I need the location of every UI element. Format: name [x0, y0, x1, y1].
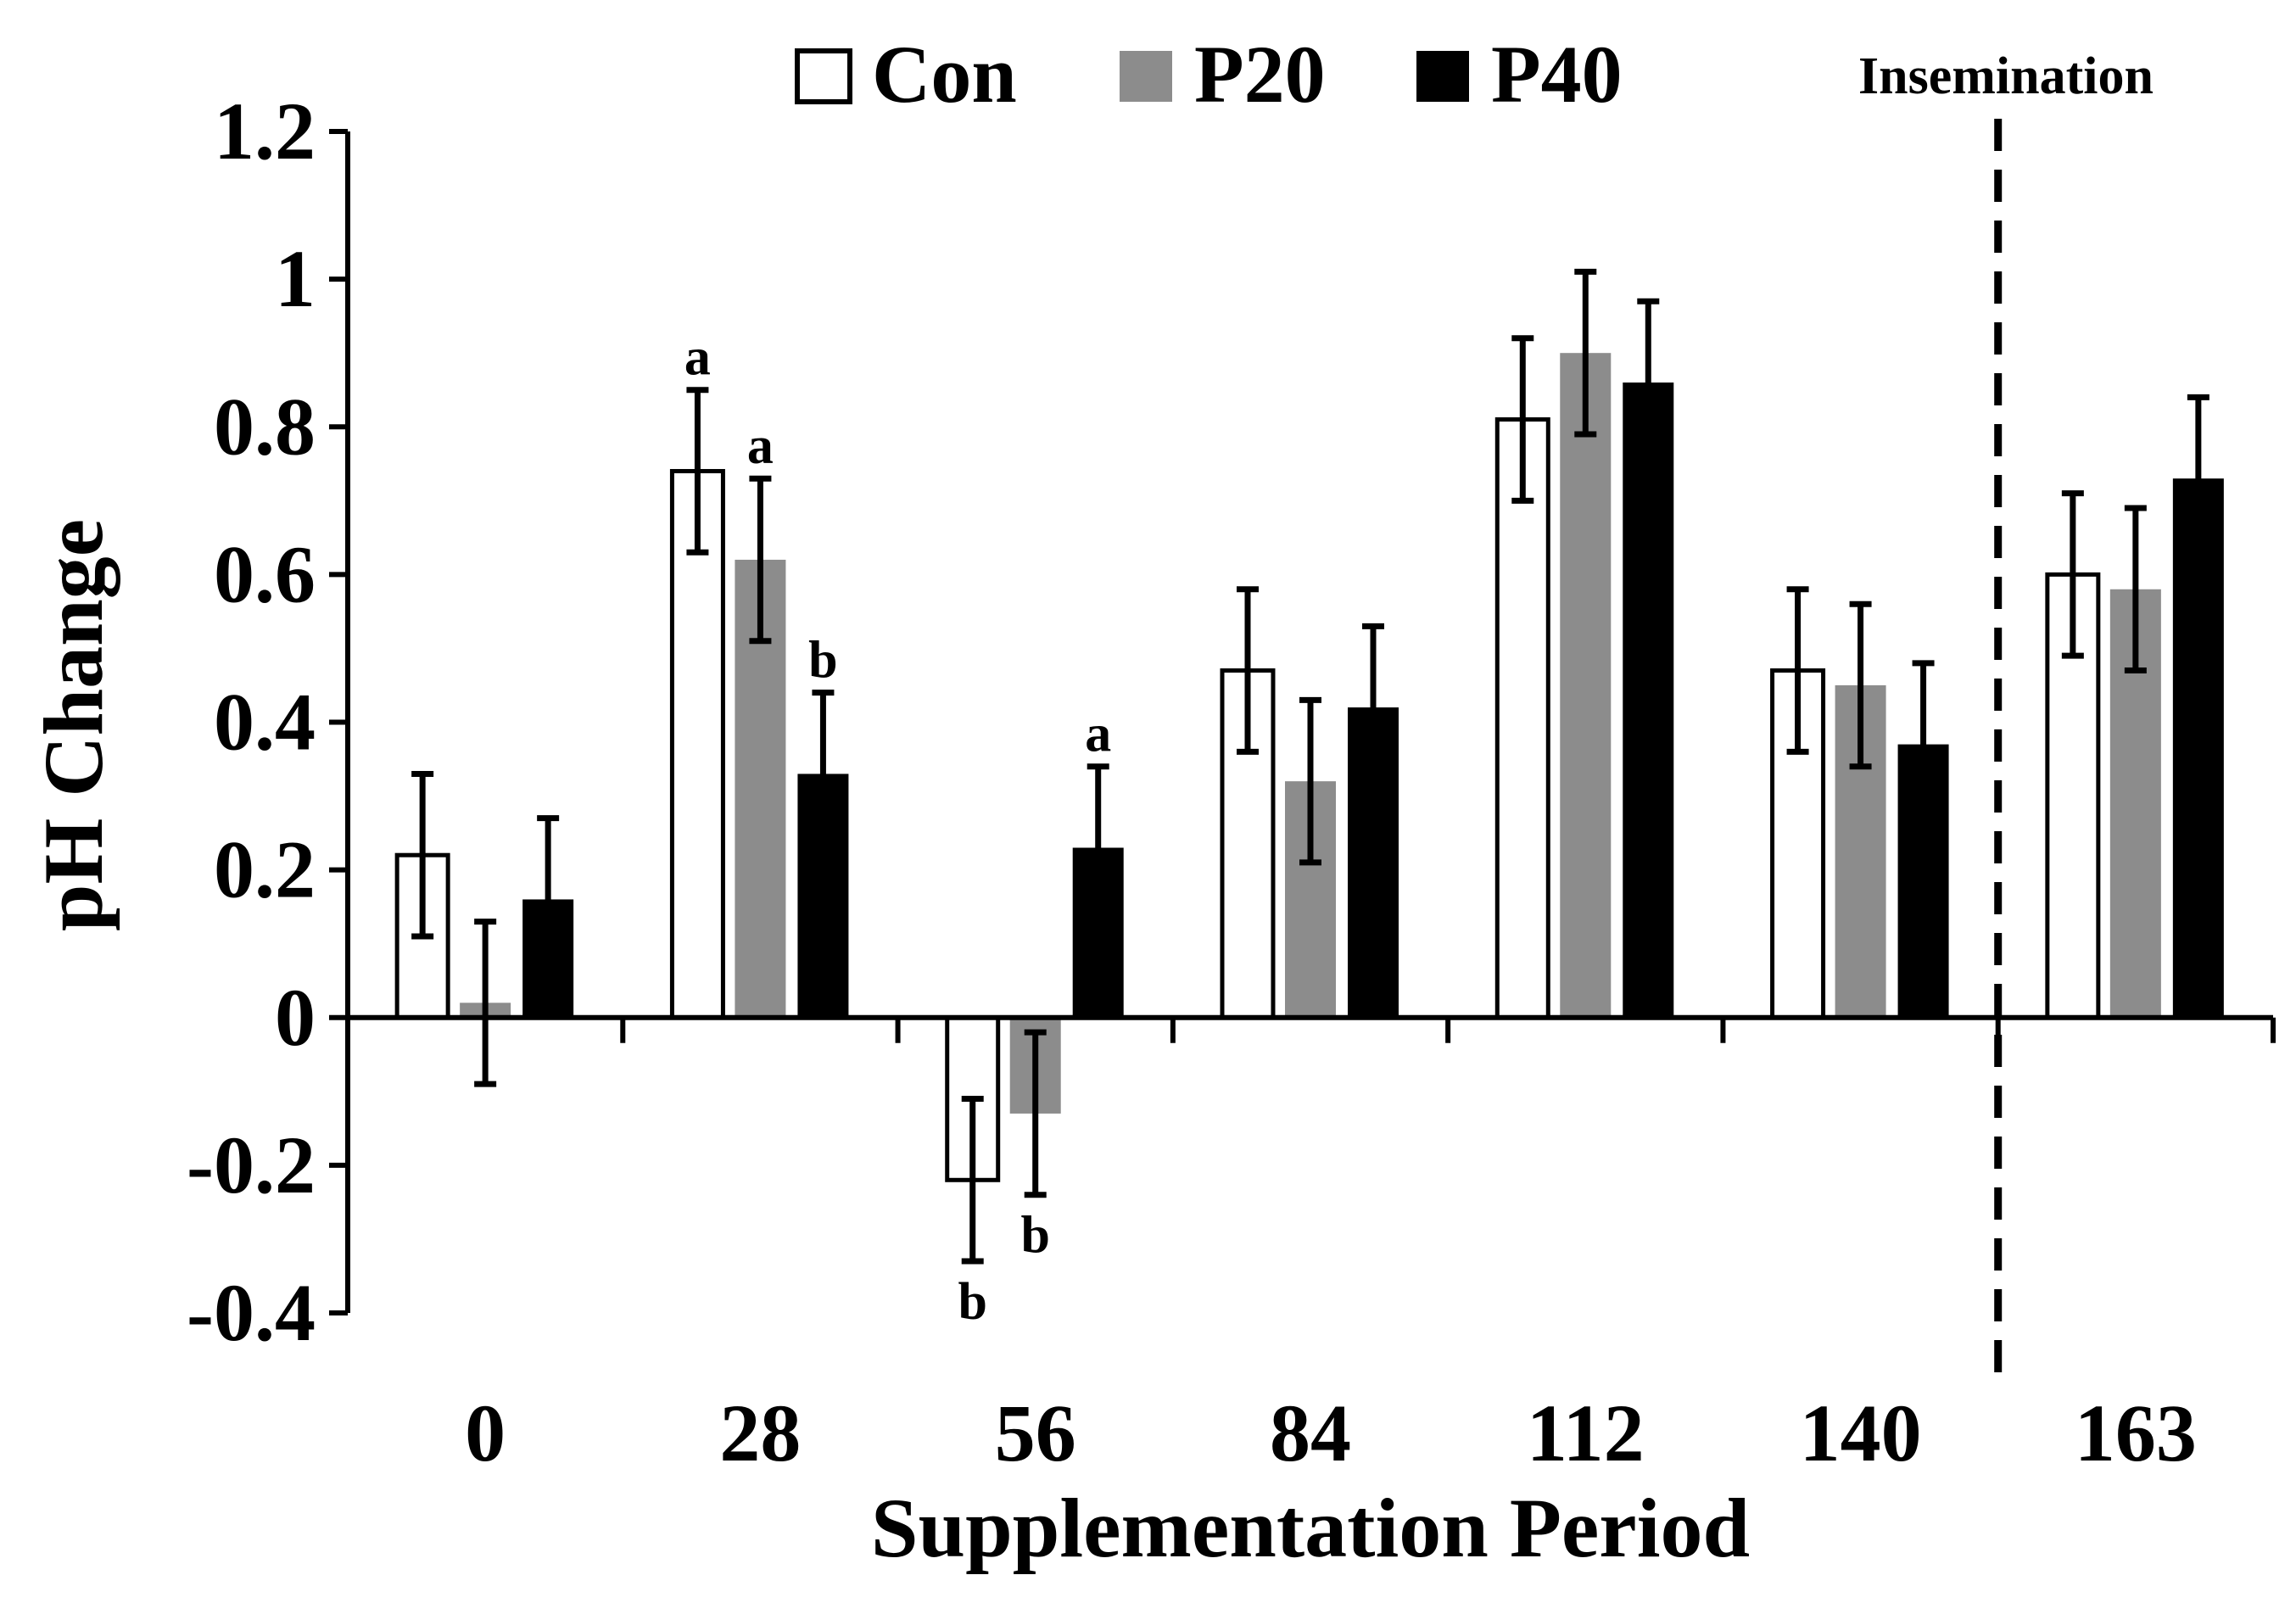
legend-swatch-p40: [1416, 51, 1469, 102]
legend-swatch-con: [795, 48, 852, 104]
x-tick-label: 112: [1527, 1388, 1645, 1478]
legend-label-p20: P20: [1194, 29, 1326, 120]
bar-p40-112: [1623, 383, 1674, 1018]
significance-letter: a: [1085, 706, 1111, 763]
legend-swatch-p20: [1120, 51, 1172, 102]
error-bars: [411, 268, 2209, 1265]
legend-label-p40: P40: [1491, 29, 1623, 120]
x-tick-label: 140: [1800, 1388, 1922, 1478]
y-tick-label: 0.8: [214, 381, 316, 472]
significance-letter: a: [747, 417, 774, 475]
bar-con-28: [669, 468, 725, 1020]
x-tick-label: 28: [719, 1388, 801, 1478]
x-axis: 0 28 56 84 112 140 163: [348, 1014, 2276, 1478]
y-tick-label: 1: [275, 233, 316, 324]
bars: [394, 353, 2224, 1182]
y-tick-label: 0.4: [214, 677, 316, 768]
bar-con-112: [1494, 417, 1550, 1020]
significance-letter: b: [958, 1273, 986, 1331]
y-axis: 1.2 1 0.8 0.6 0.4 0.2 0 -0.2 -0.4: [187, 86, 350, 1358]
legend-label-con: Con: [872, 29, 1017, 120]
x-tick-label: 163: [2075, 1388, 2197, 1478]
bar-p40-163: [2172, 478, 2224, 1018]
significance-letter: b: [808, 632, 837, 690]
legend: Con P20 P40: [795, 29, 1623, 120]
significance-letter: a: [684, 329, 711, 387]
x-tick-label: 0: [465, 1388, 506, 1478]
y-tick-label: 0: [275, 972, 316, 1063]
y-tick-label: 0.2: [214, 824, 316, 915]
x-tick-label: 56: [995, 1388, 1076, 1478]
y-tick-label: 1.2: [214, 86, 316, 176]
y-tick-label: 0.6: [214, 528, 316, 619]
bar-p20-112: [1560, 353, 1612, 1018]
significance-letter: b: [1020, 1207, 1049, 1265]
y-tick-label: -0.2: [187, 1120, 316, 1210]
x-tick-label: 84: [1270, 1388, 1351, 1478]
y-tick-label: -0.4: [187, 1267, 316, 1358]
insemination-annotation: Insemination: [1858, 47, 2154, 1382]
y-axis-label: pH Change: [26, 519, 120, 931]
insemination-label: Insemination: [1858, 47, 2154, 105]
x-axis-label: Supplementation Period: [871, 1481, 1750, 1575]
